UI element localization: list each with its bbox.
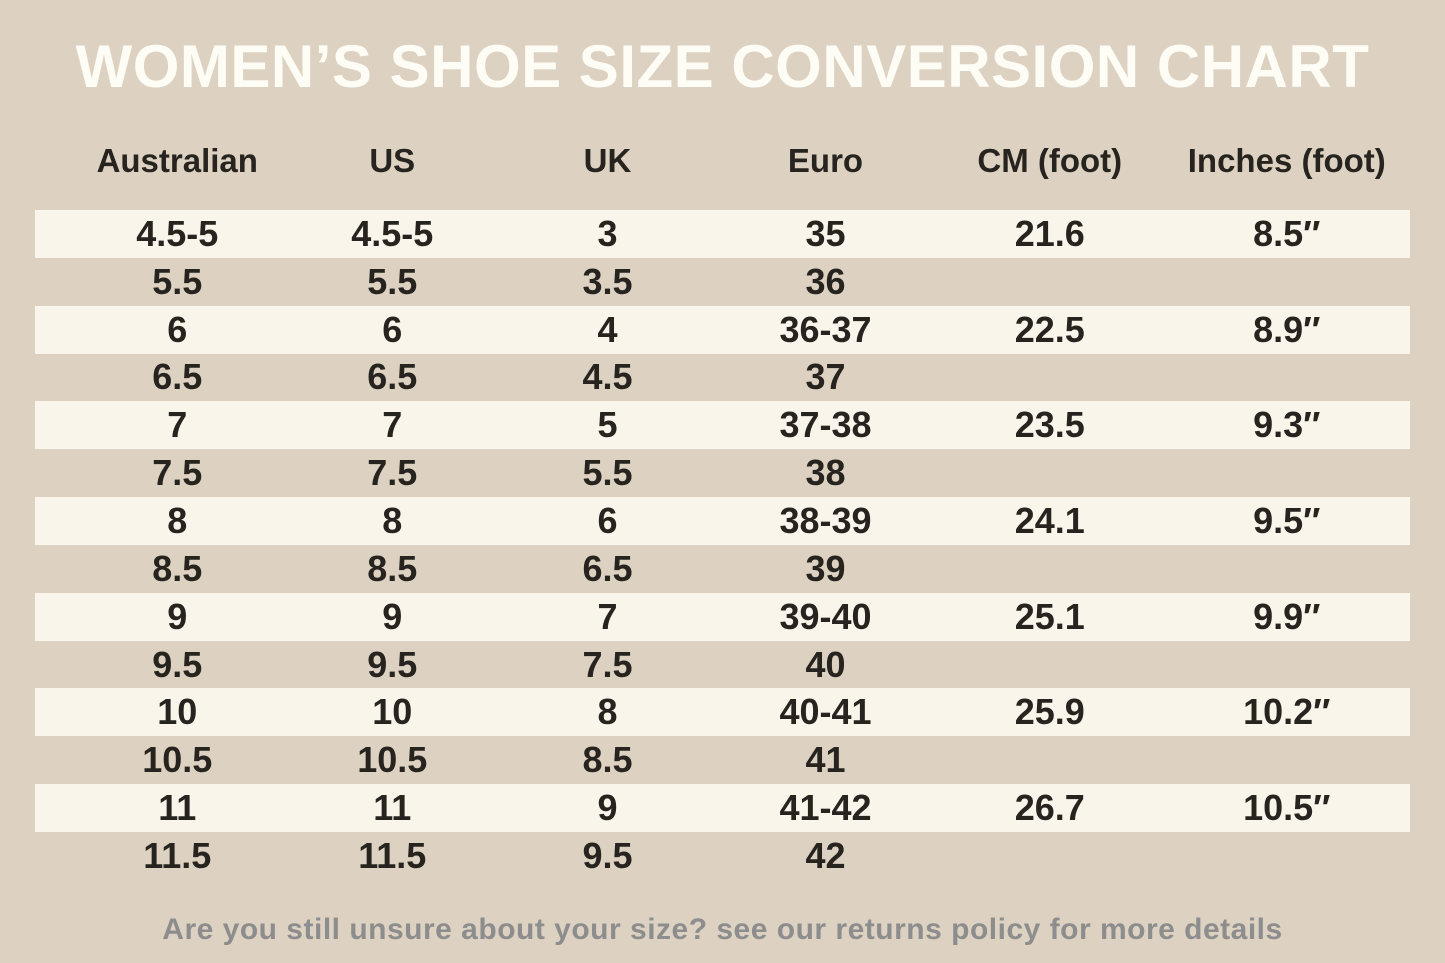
table-cell: 41 — [805, 739, 846, 781]
table-cell: 6.5 — [152, 356, 203, 398]
column-header-cm-foot: CM (foot) — [977, 142, 1123, 179]
table-row: 10.5 10.5 8.5 41 — [35, 736, 1410, 784]
column-header-euro: Euro — [787, 142, 864, 179]
table-cell: 8.9″ — [1253, 308, 1321, 350]
table-cell: 7 — [382, 404, 403, 446]
column-header-inches-foot: Inches (foot) — [1187, 142, 1386, 179]
table-cell: 5.5 — [152, 260, 203, 302]
table-cell: 37-38 — [779, 404, 872, 446]
table-body: 4.5-5 4.5-5 3 35 21.6 8.5″ 5.5 5.5 3.5 36 6 6 4 36-37… — [35, 210, 1410, 880]
table-cell: 7.5 — [367, 452, 418, 494]
table-cell: 7 — [597, 595, 618, 637]
table-cell: 6 — [597, 499, 618, 541]
table-cell: 23.5 — [1014, 404, 1085, 446]
table-cell: 21.6 — [1014, 212, 1085, 254]
table-cell: 42 — [805, 834, 846, 876]
table-cell: 36-37 — [779, 308, 872, 350]
table-cell: 38-39 — [779, 499, 872, 541]
table-cell: 22.5 — [1014, 308, 1085, 350]
table-row: 7.5 7.5 5.5 38 — [35, 449, 1410, 497]
table-cell: 5.5 — [367, 260, 418, 302]
table-cell: 4 — [597, 308, 618, 350]
table-cell: 39 — [805, 547, 846, 589]
table-row: 7 7 5 37-38 23.5 9.3″ — [35, 401, 1410, 450]
table-cell: 10 — [157, 691, 198, 733]
table-cell: 25.9 — [1014, 691, 1085, 733]
table-cell: 8.5 — [582, 739, 633, 781]
table-cell: 24.1 — [1014, 499, 1085, 541]
table-cell: 9.3″ — [1253, 404, 1321, 446]
table-cell: 10.5 — [142, 739, 213, 781]
table-cell: 8 — [382, 499, 403, 541]
table-cell: 9 — [382, 595, 403, 637]
table-cell: 11.5 — [358, 834, 427, 876]
table-header-row: Australian US UK Euro CM (foot) Inches (foot) — [35, 137, 1410, 185]
table-row: 6 6 4 36-37 22.5 8.9″ — [35, 305, 1410, 354]
table-cell: 9 — [597, 787, 618, 829]
table-cell: 9.9″ — [1253, 595, 1321, 637]
table-cell: 11 — [158, 787, 197, 829]
table-cell: 39-40 — [779, 595, 872, 637]
table-cell: 6 — [167, 308, 188, 350]
table-cell: 4.5-5 — [136, 212, 219, 254]
table-row: 11 11 9 41-42 26.7 10.5″ — [35, 784, 1410, 832]
footer-note: Are you still unsure about your size? se… — [162, 913, 1283, 946]
table-cell: 6.5 — [367, 356, 418, 398]
table-cell: 41-42 — [779, 787, 872, 829]
table-cell: 9.5 — [367, 643, 418, 685]
table-row: 9 9 7 39-40 25.1 9.9″ — [35, 592, 1410, 641]
table-cell: 10 — [372, 691, 413, 733]
table-cell: 38 — [805, 452, 846, 494]
table-cell: 9.5 — [582, 834, 633, 876]
table-cell: 25.1 — [1014, 595, 1085, 637]
table-row: 11.5 11.5 9.5 42 — [35, 832, 1410, 880]
table-cell: 11.5 — [143, 834, 212, 876]
table-cell: 7.5 — [582, 643, 633, 685]
table-cell: 37 — [805, 356, 846, 398]
table-row: 5.5 5.5 3.5 36 — [35, 258, 1410, 306]
table-cell: 9.5 — [152, 643, 203, 685]
table-cell: 8.5″ — [1253, 212, 1321, 254]
table-cell: 4.5-5 — [351, 212, 434, 254]
table-cell: 7.5 — [152, 452, 203, 494]
table-cell: 7 — [167, 404, 188, 446]
table-cell: 3 — [597, 212, 618, 254]
table-row: 8 8 6 38-39 24.1 9.5″ — [35, 497, 1410, 545]
table-cell: 9 — [167, 595, 188, 637]
column-header-australian: Australian — [96, 142, 258, 179]
table-cell: 8.5 — [152, 547, 203, 589]
table-cell: 26.7 — [1014, 787, 1085, 829]
column-header-uk: UK — [583, 142, 632, 179]
table-row: 9.5 9.5 7.5 40 — [35, 641, 1410, 689]
table-cell: 6.5 — [582, 547, 633, 589]
table-cell: 10.5 — [357, 739, 428, 781]
table-row: 10 10 8 40-41 25.9 10.2″ — [35, 688, 1410, 737]
table-cell: 40 — [805, 643, 846, 685]
table-cell: 5 — [597, 404, 618, 446]
table-row: 6.5 6.5 4.5 37 — [35, 354, 1410, 402]
table-cell: 35 — [805, 212, 846, 254]
table-cell: 5.5 — [582, 452, 633, 494]
table-cell: 10.5″ — [1243, 787, 1331, 829]
table-cell: 11 — [373, 787, 412, 829]
table-cell: 40-41 — [779, 691, 872, 733]
table-row: 4.5-5 4.5-5 3 35 21.6 8.5″ — [35, 210, 1410, 258]
table-cell: 10.2″ — [1243, 691, 1331, 733]
table-cell: 8.5 — [367, 547, 418, 589]
table-cell: 36 — [805, 260, 846, 302]
table-row: 8.5 8.5 6.5 39 — [35, 545, 1410, 593]
table-cell: 3.5 — [582, 260, 633, 302]
table-cell: 4.5 — [582, 356, 633, 398]
table-cell: 6 — [382, 308, 403, 350]
table-cell: 9.5″ — [1253, 499, 1321, 541]
table-cell: 8 — [597, 691, 618, 733]
table-cell: 8 — [167, 499, 188, 541]
page-title: WOMEN’S SHOE SIZE CONVERSION CHART — [75, 33, 1370, 100]
column-header-us: US — [369, 142, 416, 179]
